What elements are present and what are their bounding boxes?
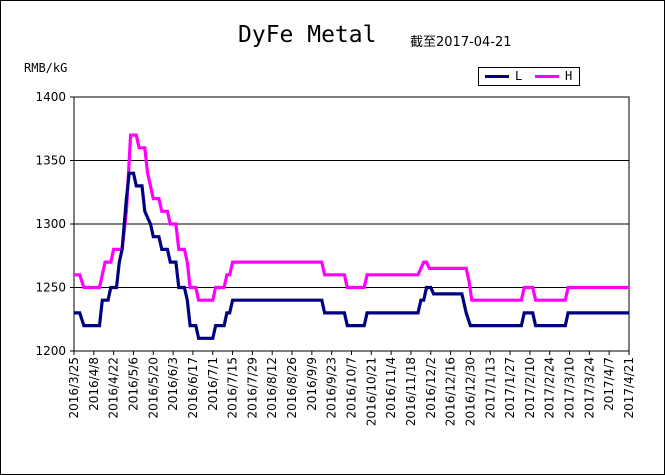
x-tick-label: 2016/10/21 [364,357,378,426]
x-tick-label: 2016/8/26 [285,357,299,419]
chart-title: DyFe Metal [238,22,377,48]
series-line-l [74,171,629,340]
y-tick-label: 1250 [35,281,66,295]
y-tick-label: 1200 [35,344,66,358]
series-line-h [74,133,629,302]
x-tick-label: 2017/2/24 [543,357,557,419]
x-tick-label: 2016/11/18 [404,357,418,426]
x-tick-label: 2016/9/9 [305,357,319,411]
x-tick-label: 2016/9/23 [325,357,339,419]
x-tick-label: 2016/12/2 [424,357,438,419]
legend-swatch-l [485,75,509,78]
legend: L H [478,67,580,86]
x-tick-label: 2017/2/10 [523,357,537,419]
x-tick-label: 2016/5/6 [126,357,140,411]
x-tick-label: 2017/4/21 [622,357,636,419]
x-tick-label: 2016/7/15 [226,357,240,419]
x-tick-label: 2016/12/30 [463,357,477,426]
x-tick-label: 2017/3/10 [563,357,577,419]
x-tick-label: 2016/8/12 [265,357,279,419]
x-tick-label: 2017/3/24 [582,357,596,419]
x-tick-label: 2016/4/22 [107,357,121,419]
chart-subtitle: 截至2017-04-21 [410,35,512,50]
legend-label-l: L [515,69,523,83]
x-tick-label: 2016/7/29 [245,357,259,419]
x-tick-label: 2016/11/4 [384,357,398,419]
x-tick-label: 2017/1/27 [503,357,517,419]
y-axis-label: RMB/kG [24,61,68,75]
x-tick-label: 2016/6/17 [186,357,200,419]
x-tick-label: 2016/3/25 [67,357,81,419]
x-tick-label: 2016/12/16 [444,357,458,426]
x-tick-label: 2017/4/7 [602,357,616,411]
x-tick-label: 2016/7/1 [206,357,220,411]
legend-swatch-h [535,75,559,78]
legend-label-h: H [565,69,573,83]
y-tick-label: 1400 [35,90,66,104]
x-tick-label: 2017/1/13 [483,357,497,419]
y-tick-label: 1350 [35,154,66,168]
x-tick-label: 2016/10/7 [345,357,359,419]
x-tick-label: 2016/4/8 [87,357,101,411]
y-tick-label: 1300 [35,217,66,231]
x-tick-label: 2016/5/20 [146,357,160,419]
x-tick-label: 2016/6/3 [166,357,180,411]
